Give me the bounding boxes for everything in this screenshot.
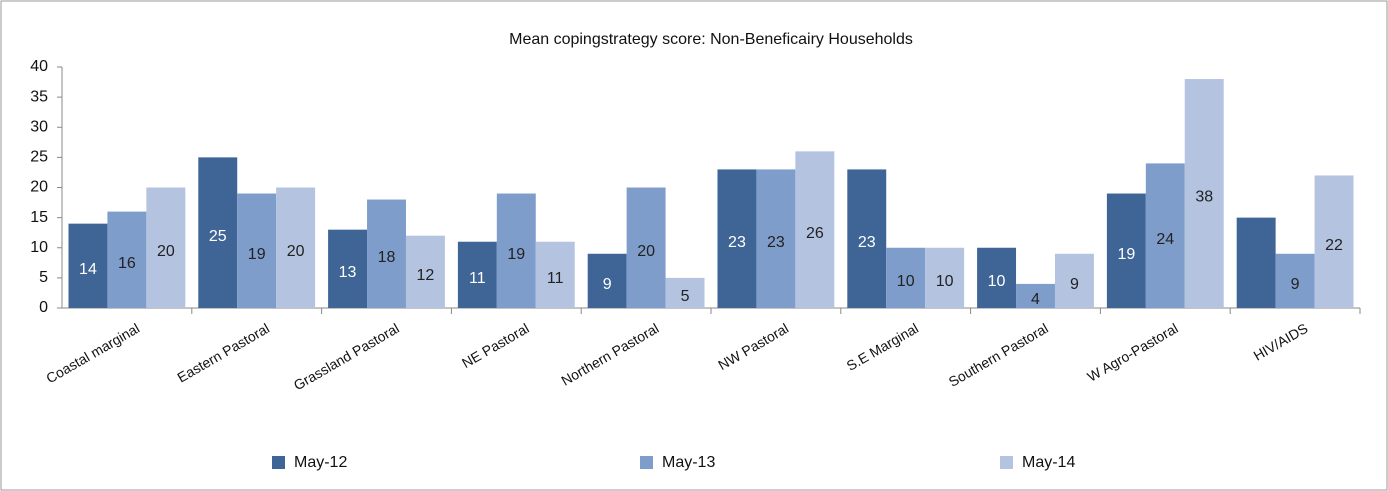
data-label: 10 [936,273,954,290]
bar [977,247,1017,308]
bar [237,193,277,308]
bar [665,277,705,308]
data-label: 19 [1117,246,1135,263]
data-label: 20 [637,243,655,260]
bar [367,199,406,308]
bar [535,241,575,308]
legend-label: May-14 [1022,454,1075,471]
data-label: 19 [507,246,525,263]
bar [717,169,757,308]
y-tick-label: 40 [30,58,48,75]
y-tick-label: 5 [39,269,48,286]
bar [1314,175,1354,308]
data-label: 18 [378,249,396,266]
data-label: 5 [681,288,690,305]
y-tick-label: 25 [30,149,48,166]
data-label: 14 [79,261,97,278]
data-label: 9 [1291,276,1300,293]
data-label: 20 [287,243,305,260]
legend-label: May-13 [662,454,715,471]
bar [1145,163,1185,308]
legend-label: May-12 [294,454,347,471]
bar [1054,253,1094,308]
bar [198,157,238,308]
bar [328,229,368,308]
y-tick-label: 35 [30,88,48,105]
bar [1275,253,1315,308]
bar [496,193,536,308]
y-tick-label: 10 [30,239,48,256]
data-label: 25 [209,228,227,245]
bar [1016,283,1055,308]
data-label: 16 [118,255,136,272]
y-tick-label: 0 [39,299,48,316]
data-label: 38 [1195,189,1213,206]
bar [1106,193,1146,308]
y-tick-label: 30 [30,118,48,135]
bar [68,223,108,308]
data-label: 11 [547,270,564,287]
bar [847,169,887,308]
bar [1236,217,1276,308]
data-label: 23 [728,234,746,251]
data-label: 19 [248,246,266,263]
chart-title: Mean copingstrategy score: Non-Beneficai… [509,31,913,48]
y-tick-label: 15 [30,209,48,226]
data-label: 12 [417,267,435,284]
data-label: 26 [806,225,824,242]
bar [146,187,186,308]
data-label: 11 [469,270,486,287]
bar [886,247,926,308]
data-label: 24 [1156,231,1174,248]
data-label: 23 [767,234,785,251]
bar [756,169,796,308]
legend-swatch [272,456,285,469]
legend-swatch [640,456,653,469]
bar [457,241,497,308]
data-label: 4 [1031,291,1040,308]
data-label: 20 [157,243,175,260]
bar [626,187,666,308]
bar [405,235,445,308]
y-tick-label: 20 [30,179,48,196]
data-label: 22 [1325,237,1343,254]
bar [925,247,965,308]
bar [107,211,147,308]
data-label: 13 [339,264,357,281]
data-label: 9 [603,276,612,293]
bar [1184,79,1224,308]
data-label: 10 [897,273,915,290]
data-label: 9 [1070,276,1079,293]
bar [795,151,835,308]
data-label: 23 [858,234,876,251]
legend-swatch [1000,456,1013,469]
bar [276,187,316,308]
data-label: 10 [988,273,1006,290]
bar [587,253,627,308]
